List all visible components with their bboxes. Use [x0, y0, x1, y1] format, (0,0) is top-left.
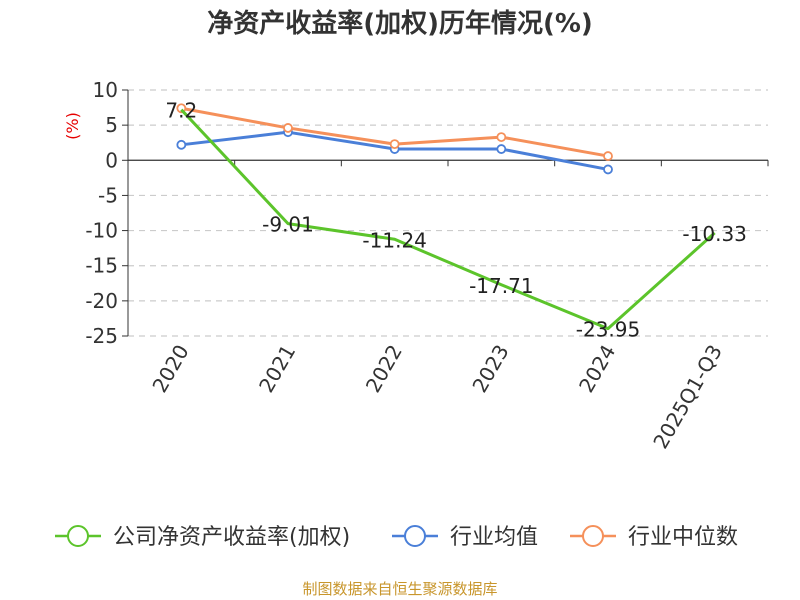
axes [122, 89, 769, 337]
x-tick-label: 2024 [574, 341, 620, 397]
data-label: -23.95 [576, 318, 640, 342]
chart-title: 净资产收益率(加权)历年情况(%) [207, 8, 593, 39]
data-point [496, 132, 507, 142]
data-label: -9.01 [262, 213, 314, 237]
y-tick-label: 0 [105, 148, 118, 172]
y-tick-label: 10 [93, 78, 118, 102]
x-tick-label: 2021 [254, 341, 300, 397]
gridlines [128, 89, 768, 337]
y-tick-label: -10 [85, 219, 118, 243]
x-tick-label: 2025Q1-Q3 [648, 341, 727, 453]
data-point [283, 123, 293, 133]
x-tick-label: 2023 [467, 341, 513, 397]
legend-marker [404, 525, 426, 547]
data-label: -10.33 [682, 222, 746, 246]
legend: 公司净资产收益率(加权) 行业均值 行业中位数 [55, 525, 738, 550]
y-tick-label: 5 [105, 113, 118, 137]
legend-label: 行业均值 [450, 525, 538, 550]
legend-label: 公司净资产收益率(加权) [113, 525, 350, 550]
x-tick-label: 2022 [361, 341, 407, 397]
y-tick-labels: 10 5 0 -5 -10 -15 -20 -25 [85, 78, 118, 348]
y-tick-label: -25 [85, 324, 118, 348]
data-label: -11.24 [362, 228, 426, 252]
series-line [180, 108, 716, 331]
x-tick-label: 2020 [147, 341, 193, 397]
legend-marker [67, 525, 89, 547]
y-axis-unit: (%) [63, 112, 82, 140]
data-label: 7.2 [165, 99, 197, 123]
y-tick-label: -15 [85, 254, 118, 278]
data-point [603, 164, 613, 175]
data-point [496, 144, 507, 154]
data-point [176, 139, 187, 150]
source-note: 制图数据来自恒生聚源数据库 [302, 580, 497, 598]
data-point [603, 151, 613, 161]
y-tick-label: -20 [85, 289, 118, 313]
series-lines [176, 103, 716, 331]
data-point [389, 139, 400, 150]
legend-label: 行业中位数 [628, 525, 738, 550]
x-tick-labels: 2020 2021 2022 2023 2024 2025Q1-Q3 [147, 341, 727, 453]
data-label: -17.71 [469, 274, 533, 298]
data-labels: 7.2 -9.01 -11.24 -17.71 -23.95 -10.33 [165, 99, 746, 342]
y-tick-label: -5 [98, 183, 118, 207]
legend-marker [582, 525, 604, 547]
